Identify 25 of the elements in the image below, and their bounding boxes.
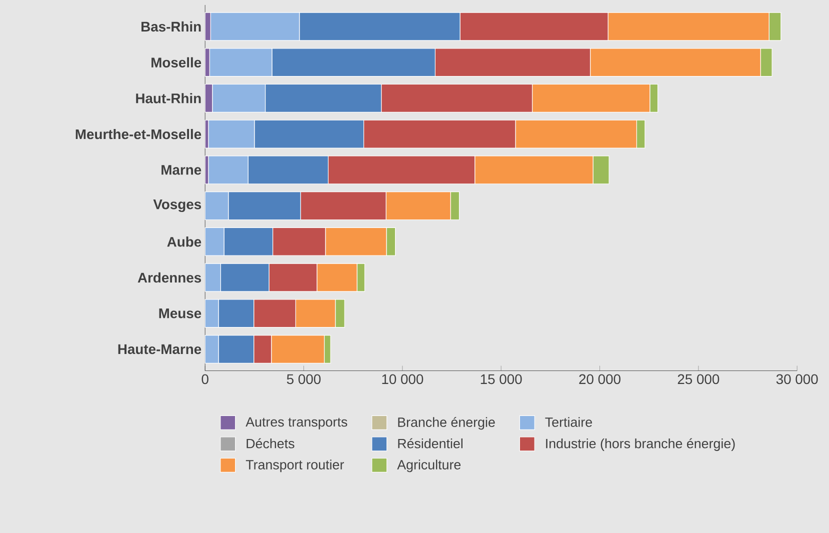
y-tick-label: Ardennes [138,272,202,283]
x-tick-label: 25 000 [678,374,720,384]
legend-label: Tertiaire [545,416,592,427]
legend-label: Déchets [246,438,294,448]
x-tick-label: 10 000 [382,374,424,384]
y-tick-label: Haute-Marne [118,344,202,354]
y-tick-label: Aube [167,236,202,247]
legend-label: Autres transports [246,417,348,430]
legend-label: Industrie (hors branche énergie) [546,438,735,451]
x-tick-label: 15 000 [480,374,522,384]
y-tick-label: Meurthe-et-Moselle [76,128,202,140]
y-tick-label: Vosges [153,199,202,212]
y-tick-label: Haut-Rhin [136,93,201,104]
legend-label: Branche énergie [398,416,495,430]
x-tick-label: 0 [202,374,208,384]
y-tick-label: Bas-Rhin [142,21,201,32]
legend-label: Transport routier [246,460,344,472]
legend-label: Résidentiel [398,438,463,448]
x-tick-label: 5 000 [286,374,321,384]
legend-label: Agriculture [397,460,461,472]
x-tick-label: 30 000 [776,374,818,384]
y-tick-label: Meuse [159,308,202,318]
y-tick-label: Moselle [152,57,202,68]
x-tick-label: 20 000 [579,374,620,384]
y-tick-label: Marne [162,164,202,175]
